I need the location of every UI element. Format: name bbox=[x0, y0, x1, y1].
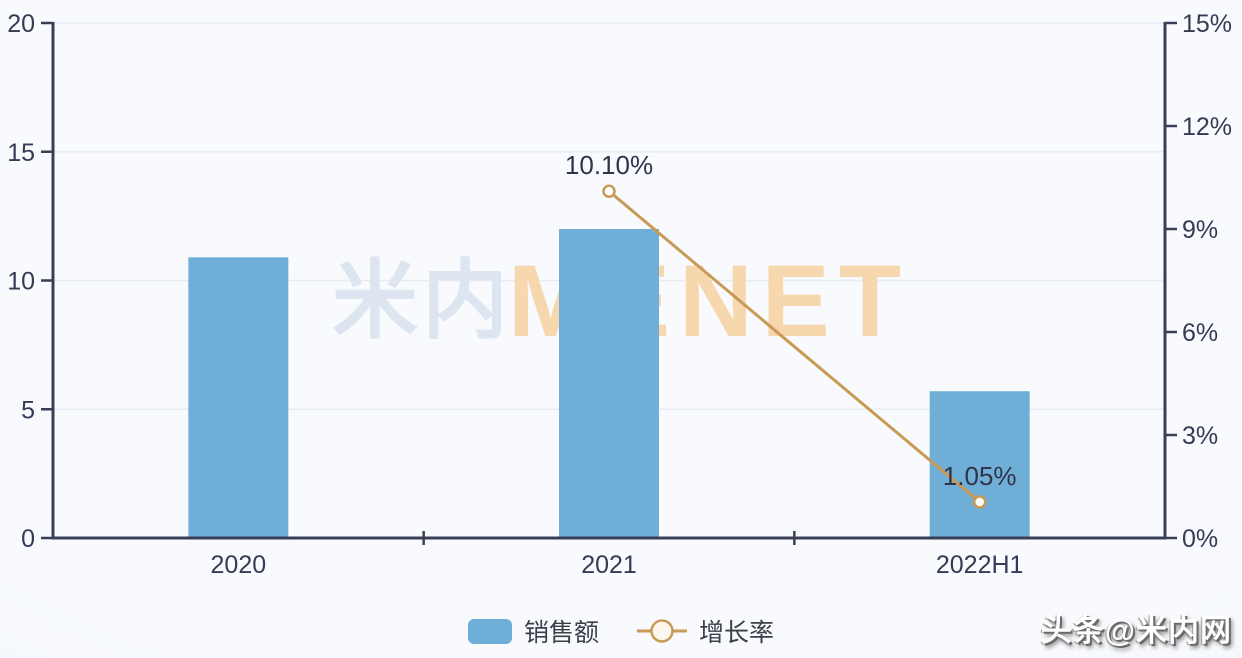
y-axis-right-tick-label: 15% bbox=[1182, 10, 1232, 38]
y-axis-left-tick-label: 20 bbox=[7, 10, 35, 38]
y-axis-left-tick-label: 0 bbox=[21, 525, 35, 553]
y-axis-right-tick-label: 0% bbox=[1182, 525, 1218, 553]
x-axis-label-2022H1: 2022H1 bbox=[936, 551, 1024, 579]
legend-line-circle-icon bbox=[637, 619, 687, 643]
growth-marker-2022H1 bbox=[972, 495, 987, 509]
y-axis-right-tick-label: 3% bbox=[1182, 422, 1218, 450]
legend-bar-swatch-icon bbox=[467, 618, 512, 644]
y-axis-right-tick-label: 6% bbox=[1182, 319, 1218, 347]
y-axis-left-tick-label: 5 bbox=[21, 396, 35, 424]
y-axis-right-tick-label: 9% bbox=[1182, 216, 1218, 244]
watermark-logo-cn: 米内 bbox=[332, 253, 512, 349]
bar-2021 bbox=[559, 229, 659, 538]
legend-item-growth[interactable]: 增长率 bbox=[637, 613, 774, 649]
x-axis-label-2020: 2020 bbox=[211, 551, 267, 579]
legend-label: 增长率 bbox=[699, 619, 775, 647]
bar-2020 bbox=[188, 257, 289, 538]
chart-legend: 销售额 增长率 bbox=[0, 610, 1242, 652]
y-axis-right-tick-label: 12% bbox=[1182, 113, 1232, 141]
watermark-credit: 头条@米内网 bbox=[1040, 613, 1232, 648]
legend-label: 销售额 bbox=[523, 619, 599, 647]
legend-item-sales[interactable]: 销售额 bbox=[467, 613, 599, 649]
growth-line bbox=[608, 190, 981, 504]
bar-2022H1 bbox=[929, 391, 1030, 538]
growth-marker-2021 bbox=[602, 184, 616, 198]
x-axis-label-2021: 2021 bbox=[581, 551, 637, 579]
y-axis-left-tick-label: 15 bbox=[7, 139, 35, 167]
y-axis-left-tick-label: 10 bbox=[7, 268, 35, 296]
growth-data-label-2021: 10.10% bbox=[565, 150, 653, 180]
growth-data-label-2022H1: 1.05% bbox=[943, 461, 1017, 491]
